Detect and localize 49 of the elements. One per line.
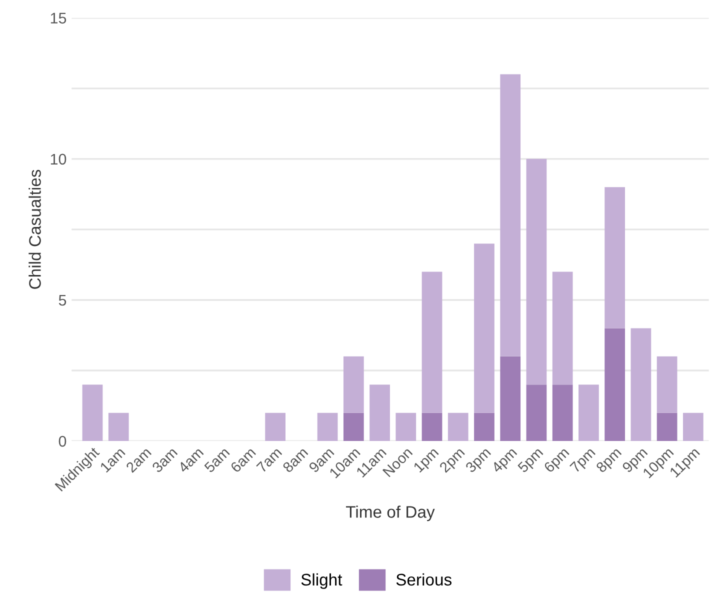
y-tick-label: 15: [50, 12, 66, 24]
legend-label: Serious: [396, 573, 452, 586]
x-axis-title: Time of Day: [346, 506, 435, 522]
bar: [604, 187, 626, 328]
bar: [526, 158, 547, 385]
x-tick-label: 5pm: [517, 448, 544, 474]
bar: [552, 384, 573, 442]
x-tick-label: 2am: [125, 446, 152, 474]
bar: [500, 74, 521, 356]
bar: [552, 272, 573, 385]
bar: [265, 412, 286, 442]
x-tick-label: 7pm: [570, 446, 598, 476]
x-tick-label: 8am: [282, 446, 308, 474]
y-tick-label: 5: [58, 295, 66, 306]
x-tick-label: 7am: [256, 446, 282, 474]
bar: [108, 412, 129, 442]
x-tick-label: 3am: [151, 446, 178, 474]
x-tick-label: 5am: [204, 446, 230, 474]
bar: [630, 328, 652, 442]
bar: [656, 412, 678, 442]
x-tick-label: 2pm: [438, 446, 468, 476]
bar: [422, 412, 442, 442]
bar: [578, 384, 599, 442]
bar: [422, 272, 442, 413]
x-tick-label: 1am: [100, 446, 126, 473]
x-tick-label: 1pm: [413, 448, 439, 473]
x-tick-label: 3pm: [464, 446, 494, 476]
legend-label: Slight: [301, 573, 342, 589]
bar: [682, 412, 704, 442]
x-tick-label: 4pm: [490, 448, 518, 474]
bar: [343, 356, 364, 413]
bar: [82, 384, 103, 442]
x-tick-label: 4am: [178, 446, 204, 474]
bar: [317, 412, 338, 442]
bar: [343, 412, 364, 442]
x-tick-label: 6am: [230, 446, 256, 474]
y-tick-label: 10: [50, 154, 66, 165]
bar: [448, 412, 468, 442]
bar: [474, 244, 494, 413]
bar: [370, 384, 390, 442]
bar: [396, 412, 416, 442]
bar: [474, 412, 494, 442]
y-tick-label: 0: [58, 436, 66, 447]
bar: [604, 328, 626, 442]
x-tick-label: 8pm: [595, 448, 622, 474]
bar: [500, 356, 521, 442]
bar: [656, 356, 678, 413]
bar: [526, 384, 547, 442]
y-axis-title: Child Casualties: [28, 170, 41, 289]
